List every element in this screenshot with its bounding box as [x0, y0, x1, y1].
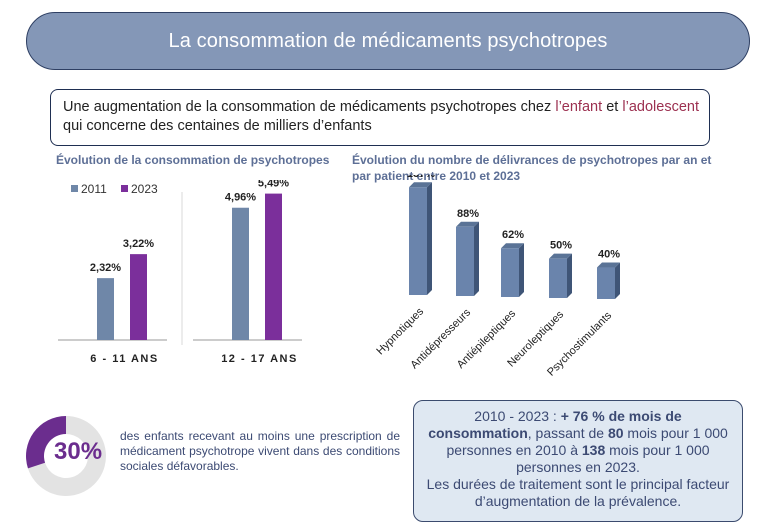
donut-chart — [26, 416, 107, 496]
info-text-2: mois pour 1 000 personnes en 2010 à — [446, 425, 728, 458]
bar-2011-1 — [232, 207, 249, 340]
page-title: La consommation de médicaments psychotro… — [168, 29, 608, 52]
info-period: 2010 - 2023 : — [474, 408, 561, 424]
donut-rest-segment — [27, 416, 107, 496]
legend-swatch-2023 — [121, 185, 128, 192]
info-value-2023: 138 — [581, 442, 606, 458]
deliveries-bar-chart: 137%Hypnotiques88%Antidépresseurs62%Anti… — [374, 175, 620, 379]
info-box: 2010 - 2023 : + 76 % de mois de consomma… — [413, 400, 743, 522]
info-text-1: , passant de — [527, 425, 608, 441]
category-label-0: 6 - 11 ANS — [90, 353, 158, 365]
data-label-1: 88% — [457, 208, 479, 220]
legend-label-2011: 2011 — [81, 182, 107, 196]
bar-3 — [549, 258, 567, 298]
data-label-2023-0: 3,22% — [123, 238, 154, 250]
bar-2023-0 — [130, 254, 147, 340]
bar-top-0 — [409, 182, 432, 188]
info-text-3: mois pour 1 000 personnes en 2023. — [516, 442, 710, 475]
bar-top-2 — [501, 243, 524, 249]
bar-1 — [456, 226, 474, 296]
bar-side-4 — [615, 262, 620, 299]
bar-0 — [409, 187, 427, 295]
info-increase: + 76 % de mois de consommation — [428, 408, 682, 441]
data-label-0: 137% — [407, 175, 435, 180]
bar-4 — [597, 267, 615, 299]
bar-2011-0 — [97, 278, 114, 340]
title-banner: La consommation de médicaments psychotro… — [26, 12, 750, 70]
bar-top-1 — [456, 221, 479, 227]
legend-label-2023: 2023 — [131, 182, 158, 196]
bar-side-0 — [427, 182, 432, 295]
chart2-title: Évolution du nombre de délivrances de ps… — [352, 153, 712, 183]
data-label-2: 62% — [502, 229, 524, 241]
info-conclusion: Les durées de traitement sont le princip… — [426, 476, 730, 509]
bar-2 — [501, 248, 519, 297]
donut-value-segment — [26, 416, 66, 469]
bar-top-3 — [549, 253, 572, 259]
data-label-2023-1: 5,49% — [258, 180, 289, 190]
category-label-1: 12 - 17 ANS — [221, 353, 298, 365]
bar-side-1 — [474, 221, 479, 296]
data-label-3: 50% — [550, 240, 572, 252]
legend-swatch-2011 — [71, 185, 78, 192]
bar-side-3 — [567, 253, 572, 298]
chart1-title: Évolution de la consommation de psychotr… — [56, 153, 330, 167]
consumption-bar-chart: 2011 2023 2,32%3,22% 6 - 11 ANS 4,96%5,49% 12… — [58, 180, 302, 365]
data-label-2011-0: 2,32% — [90, 262, 121, 274]
bar-top-4 — [597, 262, 620, 268]
intro-box: Une augmentation de la consommation de m… — [50, 89, 710, 146]
intro-highlight-adolescent: l’adolescent — [622, 99, 699, 115]
data-label-2011-1: 4,96% — [225, 192, 256, 204]
intro-text-2: et — [602, 99, 623, 115]
intro-text-3: qui concerne des centaines de milliers d… — [63, 118, 372, 134]
info-value-2010: 80 — [607, 425, 624, 441]
intro-highlight-enfant: l’enfant — [555, 99, 603, 115]
intro-text-1: Une augmentation de la consommation de m… — [63, 99, 556, 115]
donut-description: des enfants recevant au moins une prescr… — [120, 429, 400, 473]
bar-2023-1 — [265, 193, 282, 340]
category-label-0: Hypnotiques — [374, 305, 426, 357]
donut-percentage: 30% — [54, 438, 103, 465]
bar-side-2 — [519, 243, 524, 297]
data-label-4: 40% — [598, 249, 620, 261]
